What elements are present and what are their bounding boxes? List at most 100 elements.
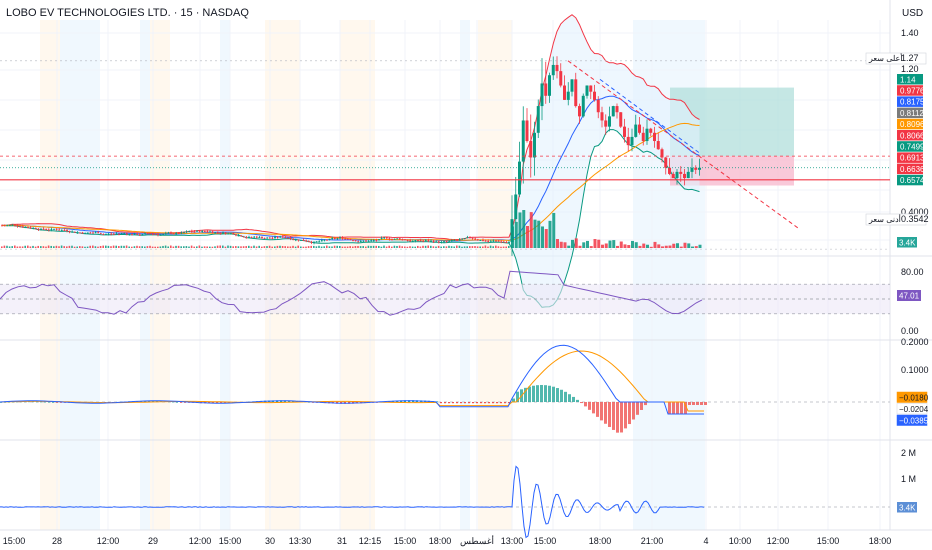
candle-body[interactable] (40, 228, 42, 230)
candle-body[interactable] (615, 106, 619, 113)
candle-body[interactable] (679, 171, 683, 174)
candle-body[interactable] (305, 240, 308, 242)
candle-body[interactable] (383, 237, 386, 239)
candle-body[interactable] (461, 238, 464, 240)
candle-body[interactable] (660, 149, 664, 158)
candle-body[interactable] (123, 233, 126, 235)
candle-body[interactable] (574, 79, 578, 107)
candle-body[interactable] (55, 228, 58, 230)
candle-body[interactable] (450, 239, 453, 241)
candle-body[interactable] (284, 237, 287, 239)
candle-body[interactable] (596, 99, 600, 113)
candle-body[interactable] (529, 141, 533, 158)
candle-body[interactable] (675, 171, 679, 179)
candle-body[interactable] (380, 238, 383, 240)
candle-body[interactable] (76, 232, 79, 234)
candle-body[interactable] (131, 234, 133, 236)
candle-body[interactable] (279, 236, 282, 238)
candle-body[interactable] (608, 116, 611, 127)
candle-body[interactable] (331, 238, 334, 240)
candle-body[interactable] (502, 241, 505, 243)
candle-body[interactable] (414, 240, 417, 242)
candle-body[interactable] (474, 238, 477, 240)
candle-body[interactable] (479, 239, 482, 241)
candle-body[interactable] (385, 237, 388, 239)
candle-body[interactable] (641, 132, 645, 142)
candle-body[interactable] (242, 236, 245, 238)
candle-body[interactable] (619, 112, 623, 127)
candle-body[interactable] (525, 120, 529, 142)
candle-body[interactable] (649, 128, 653, 133)
candle-body[interactable] (600, 112, 604, 121)
candle-body[interactable] (266, 237, 269, 239)
candle-body[interactable] (237, 235, 240, 237)
candle-body[interactable] (500, 241, 503, 243)
candle-body[interactable] (623, 126, 626, 137)
candle-body[interactable] (333, 238, 336, 240)
candle-body[interactable] (401, 239, 404, 241)
rsi-pane[interactable] (0, 270, 890, 316)
candle-body[interactable] (115, 233, 118, 235)
candle-body[interactable] (268, 237, 271, 239)
candle-body[interactable] (482, 239, 484, 241)
candle-body[interactable] (388, 238, 391, 240)
candle-body[interactable] (427, 240, 430, 242)
candle-body[interactable] (167, 232, 170, 234)
candle-body[interactable] (318, 241, 321, 243)
candle-body[interactable] (235, 234, 237, 236)
candle-body[interactable] (162, 234, 165, 236)
candle-body[interactable] (393, 238, 396, 240)
candle-body[interactable] (320, 240, 323, 242)
candle-body[interactable] (32, 227, 35, 229)
candle-body[interactable] (99, 233, 102, 235)
candle-body[interactable] (471, 237, 474, 239)
candle-body[interactable] (172, 233, 175, 235)
candle-body[interactable] (497, 240, 500, 242)
candle-body[interactable] (170, 232, 172, 234)
candle-body[interactable] (484, 240, 487, 242)
candle-body[interactable] (391, 239, 393, 241)
candle-body[interactable] (159, 234, 162, 236)
candle-body[interactable] (112, 233, 115, 235)
candle-body[interactable] (555, 64, 559, 72)
candle-body[interactable] (424, 240, 427, 242)
candle-body[interactable] (141, 234, 144, 236)
candle-body[interactable] (536, 106, 540, 133)
candle-body[interactable] (344, 238, 347, 240)
candle-body[interactable] (1, 225, 3, 227)
candle-body[interactable] (604, 120, 608, 127)
candle-body[interactable] (136, 233, 139, 235)
candle-body[interactable] (97, 232, 100, 234)
candle-body[interactable] (339, 237, 341, 239)
candle-body[interactable] (313, 241, 315, 243)
candle-body[interactable] (362, 240, 365, 242)
candle-body[interactable] (698, 167, 701, 170)
candle-body[interactable] (146, 233, 149, 235)
candle-body[interactable] (164, 233, 167, 235)
candle-body[interactable] (248, 236, 250, 238)
candle-body[interactable] (232, 233, 235, 235)
candle-body[interactable] (128, 234, 131, 236)
candle-body[interactable] (372, 240, 375, 242)
candle-body[interactable] (375, 240, 378, 242)
candle-body[interactable] (180, 232, 183, 234)
candle-body[interactable] (563, 85, 566, 100)
candle-body[interactable] (94, 232, 97, 234)
candle-body[interactable] (58, 229, 61, 231)
candle-body[interactable] (6, 225, 9, 227)
candle-body[interactable] (297, 239, 300, 241)
candle-body[interactable] (302, 239, 305, 241)
candle-body[interactable] (551, 64, 555, 76)
candle-body[interactable] (611, 106, 615, 117)
candle-body[interactable] (489, 240, 492, 242)
candle-body[interactable] (229, 233, 232, 235)
candle-body[interactable] (209, 231, 211, 233)
candle-body[interactable] (349, 239, 352, 241)
candle-body[interactable] (328, 238, 331, 240)
candle-body[interactable] (227, 233, 230, 235)
candle-body[interactable] (216, 232, 219, 234)
candle-body[interactable] (203, 230, 206, 232)
candle-body[interactable] (274, 236, 276, 238)
candle-body[interactable] (188, 231, 191, 233)
